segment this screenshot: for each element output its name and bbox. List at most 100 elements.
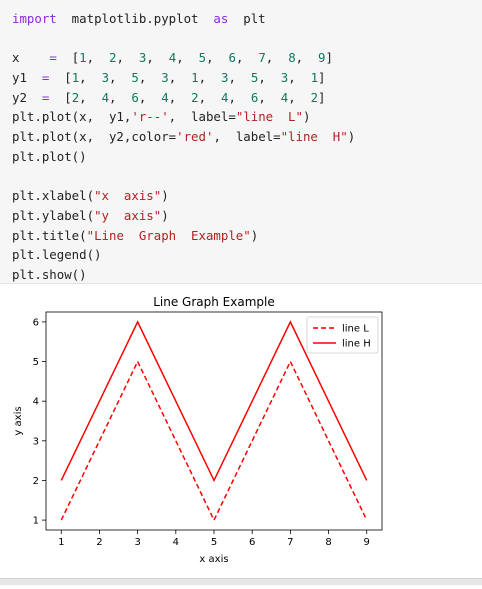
code-token: , [168,70,192,86]
code-token: 'red' [176,129,214,145]
x-tick-label: 5 [211,537,217,548]
code-token: , [176,50,199,66]
legend-label: line L [342,324,369,335]
code-token: [ [49,70,72,86]
code-cell[interactable]: import matplotlib.pyplot as plt x = [1, … [0,0,482,284]
code-token: , [258,89,281,105]
code-token: "Line Graph Example" [86,227,251,243]
code-token: 6 [228,50,236,66]
code-token: plt.show() [12,266,87,282]
legend-box [306,316,379,354]
code-token: import [12,11,57,26]
code-token: ] [318,70,326,86]
code-line: x = [1, 2, 3, 4, 5, 6, 7, 8, 9] [12,48,355,68]
code-token: , [146,50,169,66]
x-tick-label: 1 [58,537,64,548]
code-token: 3 [221,70,229,86]
code-token: 7 [258,50,266,66]
code-token: ) [250,227,259,243]
code-line: import matplotlib.pyplot as plt [12,9,355,29]
code-line: plt.title("Line Graph Example") [12,226,355,246]
code-token: 5 [198,50,207,66]
code-token: , [79,89,102,105]
code-token: y1 [12,70,42,86]
code-token: , [206,50,229,66]
code-token: , [198,89,221,105]
code-token: , [138,70,162,86]
legend: line L line H [306,316,379,354]
code-token: plt.ylabel( [12,207,95,223]
code-token: plt.legend() [12,247,102,263]
code-token: , [116,50,139,66]
code-line: plt.plot() [12,147,355,167]
code-token: 4 [101,89,110,105]
code-token: , [265,50,289,66]
code-token: ) [161,188,169,204]
code-token: = [41,70,50,86]
code-token: 5 [131,70,139,86]
code-token: 9 [318,50,326,66]
code-token: 3 [138,50,147,66]
code-editor[interactable]: import matplotlib.pyplot as plt x = [1, … [12,9,355,285]
code-token: , [235,50,259,66]
y-tick-label: 3 [33,436,39,447]
code-token: 8 [288,50,296,66]
code-line: plt.ylabel("y axis") [12,206,355,226]
code-token: , [228,89,251,105]
code-token: 4 [221,89,229,105]
code-token: as [213,11,229,26]
code-line: plt.plot(x, y1,'r--', label="line L") [12,107,355,127]
series-line-1 [60,320,368,483]
y-tick-label: 5 [33,357,39,368]
code-token: [ [56,50,80,66]
x-tick-label: 4 [173,537,179,548]
code-token: , [288,70,311,86]
code-token: 6 [131,89,139,105]
code-line: y2 = [2, 4, 6, 4, 2, 4, 6, 4, 2] [12,88,355,108]
code-line: y1 = [1, 3, 5, 3, 1, 3, 5, 3, 1] [12,68,355,88]
code-token: , [86,50,110,66]
y-tick-label: 2 [33,476,39,487]
code-token: matplotlib.pyplot [56,11,214,26]
chart-title: Line Graph Example [153,295,275,309]
code-token: 1 [191,70,199,86]
code-token: 1 [310,70,319,86]
code-line: plt.show() [12,265,355,285]
x-tick-label: 8 [325,537,331,548]
code-line [12,167,355,187]
code-token: plt.plot(x, y2,color= [12,129,177,145]
code-token: , [228,70,251,86]
x-tick-label: 3 [134,537,140,548]
x-tick-label: 9 [364,537,370,548]
code-token: , [198,70,221,86]
x-axis-label: x axis [199,554,228,565]
code-line: plt.legend() [12,245,355,265]
y-tick-label: 4 [33,397,39,408]
code-token: ] [325,50,333,66]
code-token: ) [347,129,356,145]
x-tick-label: 7 [287,537,293,548]
horizontal-scrollbar[interactable] [0,578,482,585]
code-token: , [288,89,311,105]
code-token: x [12,50,50,66]
code-token: 2 [191,89,199,105]
code-token: 4 [161,89,169,105]
code-token: 6 [250,89,259,105]
code-token: = [41,89,50,105]
code-line [12,29,355,49]
code-token: , label= [168,109,236,125]
legend-label: line H [342,339,371,350]
code-token: 1 [71,70,80,86]
code-token: , [79,70,102,86]
code-token: , [109,70,132,86]
code-token: , [138,89,162,105]
code-token: 2 [310,89,319,105]
code-token: plt.plot(x, y1, [12,109,132,125]
x-tick-label: 2 [96,537,102,548]
code-token: y2 [12,89,42,105]
y-axis-label: y axis [13,406,24,435]
code-token: 5 [250,70,259,86]
series-line-0 [60,359,368,522]
code-token: 2 [71,89,80,105]
y-tick-label: 1 [33,516,39,527]
